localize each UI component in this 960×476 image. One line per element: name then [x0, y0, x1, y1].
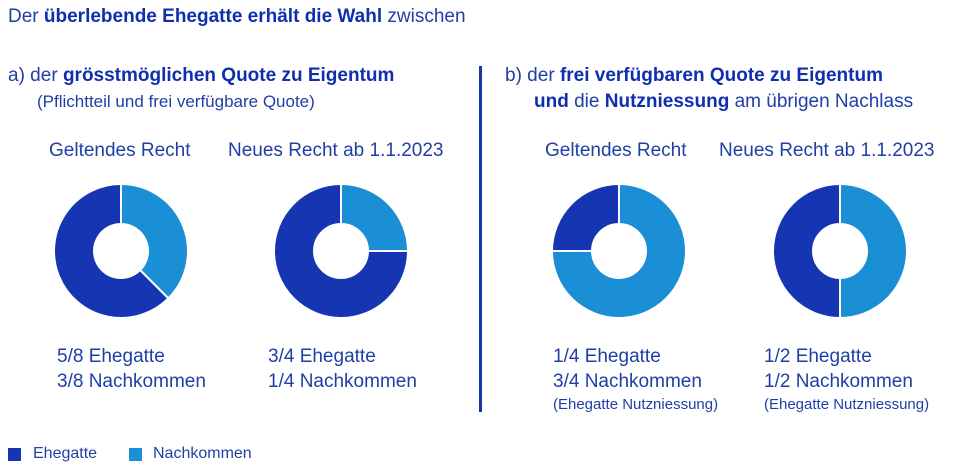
donut-chart-1	[53, 182, 189, 319]
chart-2-title: Neues Recht ab 1.1.2023	[228, 140, 444, 161]
donut-chart-4	[772, 182, 908, 320]
chart-1-title: Geltendes Recht	[49, 140, 191, 161]
chart-1-line-1: 5/8 Ehegatte	[57, 346, 165, 367]
chart-3-title: Geltendes Recht	[545, 140, 687, 161]
legend-swatch-nachkommen	[129, 448, 142, 461]
legend-swatch-ehegatte	[8, 448, 21, 461]
chart-3-line-1: 1/4 Ehegatte	[553, 346, 661, 367]
headline: Der überlebende Ehegatte erhält die Wahl…	[8, 6, 466, 27]
section-b-title-line2: und die Nutzniessung am übrigen Nachlass	[534, 91, 914, 112]
chart-3-slice-ehegatte	[550, 182, 620, 252]
chart-4-line-2: 1/2 Nachkommen	[764, 371, 913, 392]
chart-4-line-1: 1/2 Ehegatte	[764, 346, 872, 367]
legend-label-ehegatte: Ehegatte	[33, 445, 98, 462]
legend-label-nachkommen: Nachkommen	[153, 445, 252, 462]
chart-1-line-2: 3/8 Nachkommen	[57, 371, 206, 392]
section-divider	[479, 66, 482, 412]
chart-4-value-labels: 1/2 Ehegatte 1/2 Nachkommen (Ehegatte Nu…	[764, 344, 929, 416]
chart-4-note: (Ehegatte Nutzniessung)	[764, 396, 930, 413]
chart-2-line-1: 3/4 Ehegatte	[268, 346, 376, 367]
chart-4-slice-ehegatte	[772, 182, 841, 320]
chart-3-value-labels: 1/4 Ehegatte 3/4 Nachkommen (Ehegatte Nu…	[553, 344, 718, 416]
chart-3-line-2: 3/4 Nachkommen	[553, 371, 702, 392]
chart-2-line-2: 1/4 Nachkommen	[268, 371, 417, 392]
donut-chart-3	[550, 182, 687, 319]
donut-chart-2	[273, 182, 410, 319]
chart-3-slice-nachkommen	[550, 182, 687, 319]
chart-2-slice-nachkommen	[340, 182, 410, 252]
chart-1-value-labels: 5/8 Ehegatte 3/8 Nachkommen	[57, 344, 206, 394]
section-a-subtitle: (Pflichtteil und frei verfügbare Quote)	[37, 92, 315, 111]
section-a-title: a) der grösstmöglichen Quote zu Eigentum	[8, 65, 395, 86]
chart-1-slice-ehegatte	[53, 182, 170, 319]
chart-2-slice-ehegatte	[273, 182, 410, 319]
chart-4-title: Neues Recht ab 1.1.2023	[719, 140, 935, 161]
chart-4-slice-nachkommen	[839, 182, 908, 320]
section-b-title: b) der frei verfügbaren Quote zu Eigentu…	[505, 65, 883, 86]
chart-2-value-labels: 3/4 Ehegatte 1/4 Nachkommen	[268, 344, 417, 394]
chart-3-note: (Ehegatte Nutzniessung)	[553, 396, 719, 413]
chart-1-slice-nachkommen	[120, 182, 189, 300]
